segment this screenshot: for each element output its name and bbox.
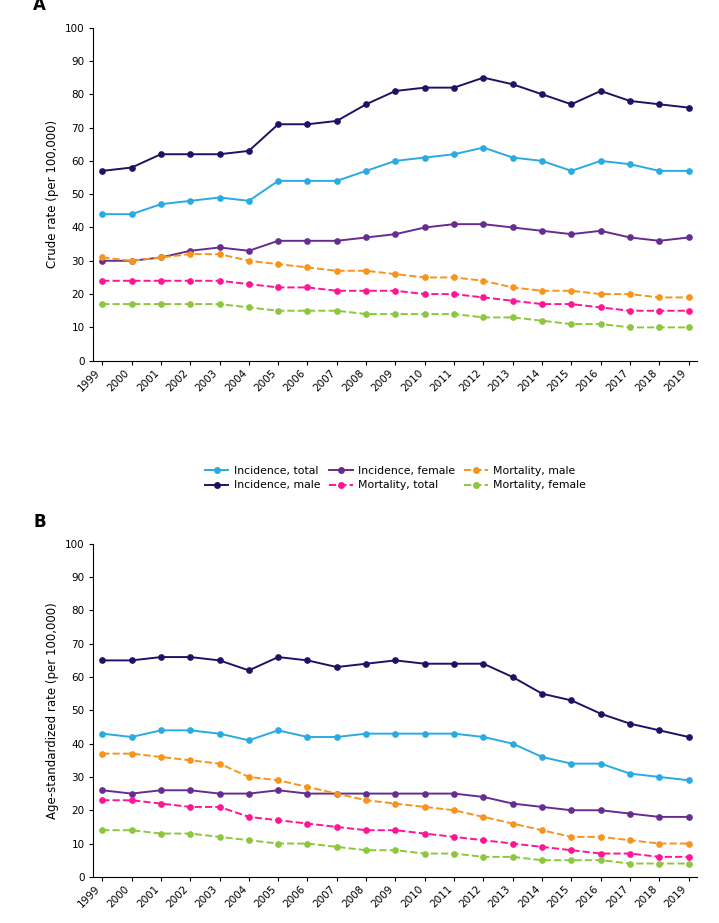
Y-axis label: Age-standardized rate (per 100,000): Age-standardized rate (per 100,000)	[46, 602, 59, 819]
Text: A: A	[33, 0, 46, 15]
Y-axis label: Crude rate (per 100,000): Crude rate (per 100,000)	[46, 120, 59, 269]
Legend: Incidence, total, Incidence, male, Incidence, female, Mortality, total, Mortalit: Incidence, total, Incidence, male, Incid…	[205, 466, 586, 490]
Text: B: B	[33, 512, 46, 531]
